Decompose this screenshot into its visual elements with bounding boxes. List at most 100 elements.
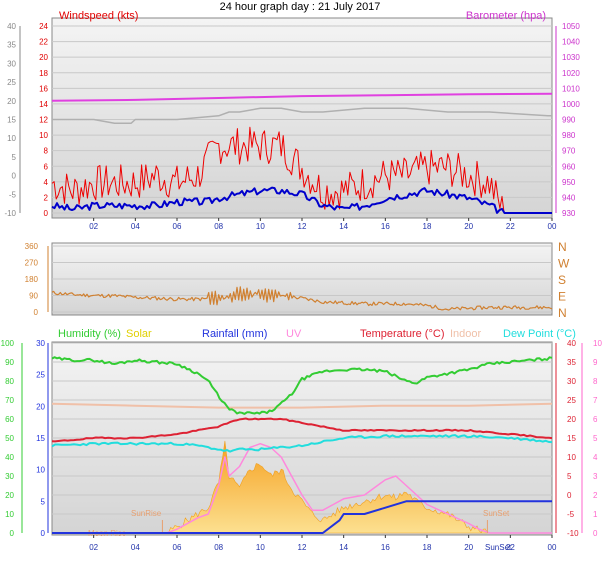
baro-right-tick: 1020: [562, 69, 580, 78]
baro-right-tick: 1040: [562, 38, 580, 47]
baro-right-tick: 940: [562, 193, 576, 202]
baro-right-tick: 970: [562, 147, 576, 156]
legend-entry: Indoor: [450, 328, 482, 340]
baro-right-tick: 990: [562, 116, 576, 125]
wind-left-tick: 12: [39, 116, 48, 125]
wind-left-tick: 18: [39, 69, 48, 78]
temp-tick: 10: [567, 453, 576, 462]
temp-tick: -10: [567, 529, 579, 538]
temp-tick: 0: [567, 491, 572, 500]
x-tick-label: 12: [298, 222, 307, 231]
dir-left-tick: 360: [25, 242, 39, 251]
x-tick-label: 00: [548, 543, 557, 552]
legend-entry: Humidity (%): [58, 328, 121, 340]
wind-left-tick: 10: [39, 131, 48, 140]
uv-tick: 1: [593, 510, 598, 519]
baro-right-tick: 1010: [562, 84, 580, 93]
temp-tick: 35: [567, 358, 576, 367]
hum-tick: 60: [5, 415, 14, 424]
hum-tick: 40: [5, 453, 14, 462]
baro-right-tick: 960: [562, 162, 576, 171]
temp-tick: 30: [567, 377, 576, 386]
x-tick-label: 22: [506, 543, 515, 552]
uv-tick: 0: [593, 529, 598, 538]
rainfall-line: [52, 500, 552, 534]
x-tick-label: 12: [298, 543, 307, 552]
uv-tick: 9: [593, 358, 598, 367]
x-tick-label: 20: [464, 543, 473, 552]
temp-tick: 15: [567, 434, 576, 443]
axes-layer: 2422201816141210864204035302520151050-5-…: [1, 22, 603, 552]
x-tick-label: 08: [214, 543, 223, 552]
x-tick-label: 18: [423, 222, 432, 231]
wind-outer-tick: 30: [7, 59, 16, 68]
legend-entry: Solar: [126, 328, 152, 340]
legend-entry: UV: [286, 328, 302, 340]
wind-left-tick: 24: [39, 22, 48, 31]
x-tick-label: 22: [506, 222, 515, 231]
wind-left-tick: 16: [39, 84, 48, 93]
x-tick-label: 06: [173, 543, 182, 552]
wind-gust-line: [51, 126, 552, 214]
gridlines: [52, 25, 552, 534]
uv-tick: 6: [593, 415, 598, 424]
dir-right-tick: N: [558, 306, 567, 320]
uv-tick: 4: [593, 453, 598, 462]
hum-tick: 30: [5, 472, 14, 481]
wind-left-tick: 14: [39, 100, 48, 109]
x-tick-label: 10: [256, 222, 265, 231]
wind-outer-tick: 40: [7, 22, 16, 31]
x-tick-label: 04: [131, 543, 140, 552]
dir-right-tick: W: [558, 257, 570, 271]
legend-entry: Rainfall (mm): [202, 328, 267, 340]
dew-point-line: [51, 434, 553, 453]
uv-tick: 5: [593, 434, 598, 443]
wind-panel: [51, 17, 553, 219]
wind-outer-tick: -10: [4, 209, 16, 218]
dir-left-tick: 180: [25, 275, 39, 284]
hum-tick: 10: [5, 510, 14, 519]
rain-tick: 5: [41, 497, 46, 506]
hum-tick: 20: [5, 491, 14, 500]
temp-tick: 5: [567, 472, 572, 481]
dir-left-tick: 90: [29, 292, 38, 301]
rain-tick: 15: [36, 434, 45, 443]
wind-left-tick: 4: [44, 178, 49, 187]
x-tick-label: 00: [548, 222, 557, 231]
temp-tick: 25: [567, 396, 576, 405]
wind-outer-tick: 0: [12, 172, 17, 181]
dir-right-tick: N: [558, 240, 567, 254]
x-tick-label: 14: [339, 543, 348, 552]
gray-trace-line: [52, 107, 552, 124]
uv-tick: 3: [593, 472, 598, 481]
sunset-annotation: SunSet: [483, 509, 510, 518]
rain-tick: 20: [36, 402, 45, 411]
uv-tick: 2: [593, 491, 598, 500]
x-tick-label: 02: [89, 543, 98, 552]
barometer-line: [51, 92, 553, 102]
rain-tick: 25: [36, 371, 45, 380]
dir-right-tick: E: [558, 290, 566, 304]
rain-tick: 0: [41, 529, 46, 538]
wind-outer-tick: 35: [7, 41, 16, 50]
legend-entry: Temperature (°C): [360, 328, 444, 340]
barometer-axis-label: Barometer (hpa): [466, 10, 546, 22]
wind-left-tick: 2: [44, 193, 49, 202]
baro-right-tick: 1030: [562, 53, 580, 62]
hum-tick: 70: [5, 396, 14, 405]
hum-tick: 50: [5, 434, 14, 443]
temp-tick: -5: [567, 510, 575, 519]
indoor-line: [51, 402, 553, 409]
wind-outer-tick: 20: [7, 97, 16, 106]
wind-outer-tick: 15: [7, 116, 16, 125]
wind-left-tick: 0: [44, 209, 49, 218]
wind-left-tick: 6: [44, 162, 49, 171]
dir-right-tick: S: [558, 273, 566, 287]
sunset-axis-annotation: SunSet: [485, 543, 512, 552]
windspeed-axis-label: Windspeed (kts): [59, 10, 138, 22]
x-tick-label: 16: [381, 222, 390, 231]
temp-tick: 40: [567, 339, 576, 348]
x-tick-label: 08: [214, 222, 223, 231]
